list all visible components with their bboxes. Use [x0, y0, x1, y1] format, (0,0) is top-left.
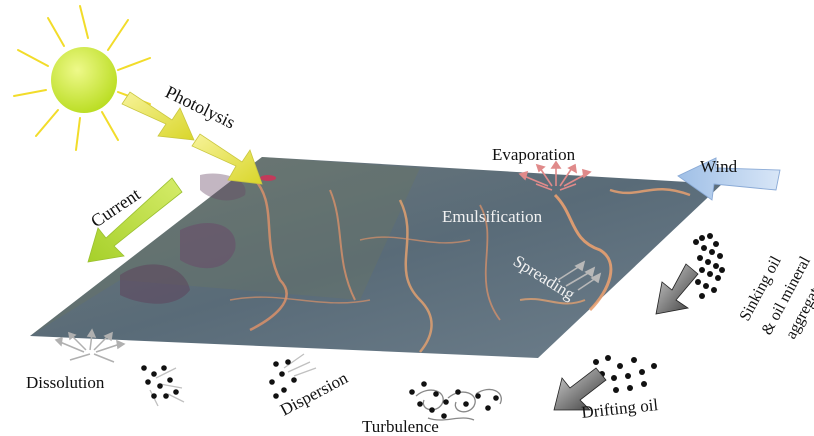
dissolution-dots — [141, 365, 185, 407]
dispersion-label: Dispersion — [277, 368, 351, 420]
wind-label: Wind — [700, 157, 738, 176]
sun-icon — [13, 5, 151, 151]
emulsification-label: Emulsification — [442, 207, 543, 226]
drifting-label: Drifting oil — [580, 395, 659, 422]
evaporation-arrows-icon — [518, 160, 592, 191]
evaporation-label: Evaporation — [492, 145, 576, 164]
turbulence-dots — [409, 381, 502, 421]
drifting-arrow-icon — [553, 367, 607, 411]
turbulence-label: Turbulence — [362, 417, 439, 436]
wind-arrow-icon — [677, 157, 781, 201]
photolysis-arrow-icon — [121, 91, 263, 185]
sinking-oil-dots — [693, 233, 725, 299]
sinking-arrow-icon — [655, 263, 699, 315]
drifting-oil-dots — [593, 355, 657, 393]
dispersion-dots — [269, 353, 317, 399]
spreading-arrows-icon — [557, 260, 602, 291]
dissolution-label: Dissolution — [26, 373, 105, 392]
dissolution-arrows-icon — [54, 328, 126, 363]
sea-surface — [30, 157, 722, 358]
current-arrow-icon — [87, 177, 183, 263]
